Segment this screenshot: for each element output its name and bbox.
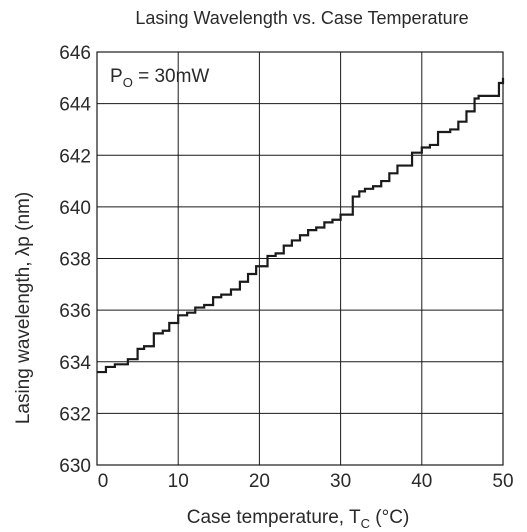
x-tick-label: 50	[492, 471, 513, 492]
grid-lines	[97, 52, 503, 465]
y-tick-label: 638	[59, 250, 91, 271]
x-tick-label: 0	[98, 471, 109, 492]
chart-title: Lasing Wavelength vs. Case Temperature	[135, 8, 468, 28]
annotation-rest: = 30mW	[133, 66, 210, 87]
y-tick-label: 636	[59, 301, 91, 322]
x-axis-label-text: Case temperature, T	[187, 507, 361, 528]
x-tick-labels: 0 10 20 30 40 50	[98, 471, 514, 492]
x-axis-label-unit: (°C)	[370, 507, 409, 528]
y-tick-label: 632	[59, 404, 91, 425]
annotation-subscript: O	[123, 75, 133, 90]
y-tick-label: 644	[59, 95, 91, 116]
x-axis-label: Case temperature, TC (°C)	[187, 507, 410, 531]
y-tick-label: 640	[59, 198, 91, 219]
y-axis-label: Lasing wavelength, λp (nm)	[13, 192, 34, 424]
y-tick-label: 634	[59, 353, 91, 374]
x-tick-label: 30	[330, 471, 351, 492]
data-series	[97, 77, 505, 374]
plot-frame	[96, 51, 504, 466]
power-annotation: PO = 30mW	[110, 66, 209, 90]
annotation-text: P	[110, 66, 123, 87]
y-tick-label: 630	[59, 456, 91, 477]
series-line	[97, 77, 505, 374]
y-tick-labels: 630 632 634 636 638 640 642 644 646	[59, 43, 91, 477]
y-tick-label: 646	[59, 43, 91, 64]
x-tick-label: 20	[249, 471, 270, 492]
x-tick-label: 40	[411, 471, 432, 492]
x-axis-label-subscript: C	[361, 516, 370, 531]
y-tick-label: 642	[59, 146, 91, 167]
x-tick-label: 10	[168, 471, 189, 492]
